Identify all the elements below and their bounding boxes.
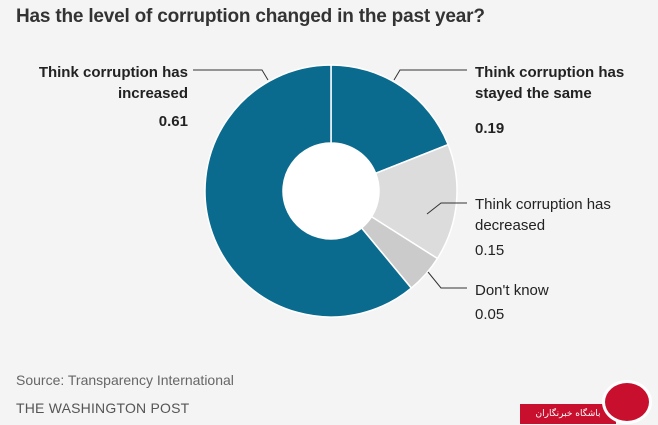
watermark-text: باشگاه خبرنگاران	[520, 404, 616, 424]
watermark-logo: باشگاه خبرنگاران	[520, 378, 658, 425]
label-dontknow-value: 0.05	[475, 306, 505, 323]
label-same: Think corruption has stayed the same 0.1…	[475, 62, 640, 139]
donut-hole	[283, 143, 379, 239]
watermark-emblem-icon	[602, 380, 652, 424]
leader-line-increased	[193, 69, 269, 81]
label-dontknow: Don't know 0.05	[475, 280, 640, 325]
label-increased-name: Think corruption has increased	[38, 64, 188, 102]
label-increased: Think corruption has increased 0.61	[0, 62, 188, 132]
leader-line-same	[393, 69, 467, 81]
label-same-name: Think corruption has stayed the same	[475, 64, 625, 102]
source-note: Source: Transparency International	[16, 372, 234, 388]
label-dontknow-name: Don't know	[475, 282, 549, 299]
label-same-value: 0.19	[475, 120, 505, 137]
label-increased-value: 0.61	[158, 113, 188, 130]
label-decreased-name: Think corruption has decreased	[475, 196, 611, 234]
leader-line-dontknow	[427, 271, 467, 289]
label-decreased: Think corruption has decreased 0.15	[475, 194, 640, 261]
label-decreased-value: 0.15	[475, 242, 505, 259]
chart-title: Has the level of corruption changed in t…	[16, 6, 485, 27]
leader-line-decreased	[426, 202, 467, 215]
publisher-brand: THE WASHINGTON POST	[16, 400, 190, 416]
